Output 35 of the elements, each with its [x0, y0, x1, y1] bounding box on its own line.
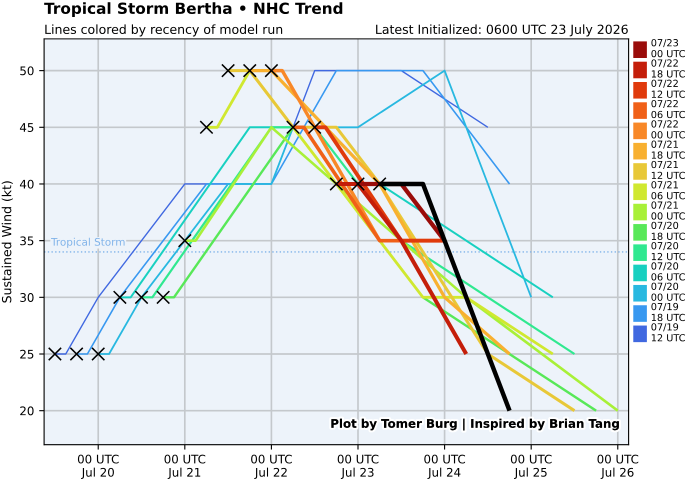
legend-label: 07/21 12 UTC [651, 160, 685, 180]
x-tick-label: 00 UTC Jul 22 [251, 454, 292, 479]
y-tick-label: 30 [20, 293, 34, 302]
legend-label: 07/20 12 UTC [651, 242, 685, 260]
legend-label: 07/22 18 UTC [651, 59, 685, 78]
legend-label: 07/21 06 UTC [651, 181, 685, 200]
x-tick-label: 00 UTC Jul 21 [164, 454, 206, 479]
legend-label: 07/20 18 UTC [651, 222, 685, 240]
x-tick-label: 00 UTC Jul 25 [510, 454, 552, 479]
y-tick-label: 20 [20, 406, 34, 416]
text: Latest Initialized: 0600 UTC 23 July 2026 [376, 24, 628, 36]
chart-title: Tropical Storm Bertha • NHC Trend [44, 2, 342, 18]
y-tick-label: 40 [20, 180, 34, 189]
x-tick-label: 00 UTC Jul 23 [338, 454, 378, 479]
legend-label: 07/23 00 UTC [651, 39, 685, 58]
y-tick-label: 25 [20, 350, 34, 359]
legend-label: 07/22 00 UTC [651, 120, 685, 138]
legend-label: 07/21 00 UTC [651, 201, 685, 220]
legend-label: 07/22 12 UTC [651, 80, 685, 98]
legend-label: 07/21 18 UTC [651, 140, 685, 159]
chart-subtitle: Lines colored by recency of model run [45, 24, 282, 36]
x-tick-label: 00 UTC Jul 24 [424, 454, 466, 479]
legend-label: 07/22 06 UTC [651, 100, 685, 118]
x-tick-label: 00 UTC Jul 20 [78, 454, 119, 479]
legend-label: 07/20 06 UTC [651, 262, 685, 281]
y-axis-title: Sustained Wind (kt) [2, 181, 13, 303]
legend-label: 07/20 00 UTC [651, 282, 685, 301]
y-tick-label: 35 [20, 236, 34, 246]
annotation: Plot by Tomer Burg | Inspired by Brian Tang [331, 418, 619, 430]
x-tick-label: 00 UTC Jul 26 [597, 454, 638, 479]
legend-label: 07/19 12 UTC [651, 323, 685, 342]
legend-label: 07/19 18 UTC [651, 302, 685, 322]
y-tick-label: 50 [20, 66, 34, 76]
y-tick-label: 45 [20, 123, 34, 132]
ref-line-label: Tropical Storm [51, 238, 125, 248]
